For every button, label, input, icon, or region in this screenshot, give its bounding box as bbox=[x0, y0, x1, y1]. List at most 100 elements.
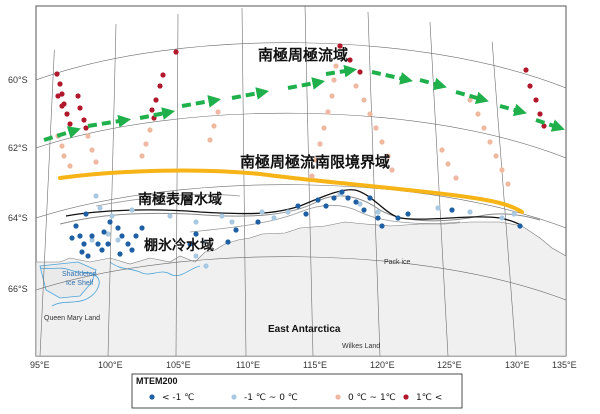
station-dot bbox=[157, 83, 163, 89]
wilkes-land-label: Wilkes Land bbox=[342, 343, 380, 350]
station-dot bbox=[315, 197, 321, 203]
station-dot bbox=[317, 141, 323, 147]
station-dot bbox=[215, 109, 221, 115]
lat-label: 66°S bbox=[8, 284, 28, 294]
station-dot bbox=[435, 205, 441, 211]
station-dot bbox=[449, 207, 455, 213]
station-dot bbox=[347, 57, 353, 63]
legend-box bbox=[131, 373, 463, 409]
acc-arrow bbox=[87, 114, 132, 128]
station-dot bbox=[187, 241, 193, 247]
station-dot bbox=[527, 83, 533, 89]
lon-label: 100°E bbox=[98, 360, 123, 370]
station-dot bbox=[499, 215, 505, 221]
station-dot bbox=[379, 139, 385, 145]
station-dot bbox=[303, 211, 309, 217]
lat-label: 64°S bbox=[8, 213, 28, 223]
station-dot bbox=[517, 223, 523, 229]
station-dot bbox=[337, 43, 343, 49]
station-dot bbox=[331, 77, 337, 83]
station-dot bbox=[331, 195, 337, 201]
station-dot bbox=[379, 223, 385, 229]
station-dot bbox=[77, 105, 83, 111]
station-dot bbox=[59, 143, 65, 149]
shackleton-label: Shackleton Ice Shelf bbox=[62, 271, 99, 287]
acc-arrow bbox=[535, 118, 565, 132]
station-dot bbox=[115, 225, 121, 231]
station-dot bbox=[160, 72, 166, 78]
station-dot bbox=[193, 219, 199, 225]
station-dot bbox=[125, 241, 131, 247]
station-dot bbox=[345, 195, 351, 201]
station-dot bbox=[109, 213, 115, 219]
station-dot bbox=[295, 203, 301, 209]
station-dot bbox=[75, 93, 81, 99]
station-dot bbox=[59, 91, 65, 97]
saccf-boundary bbox=[58, 168, 524, 214]
station-dot bbox=[373, 125, 379, 131]
east-antarctica-label: East Antarctica bbox=[268, 324, 341, 335]
legend-label: 1℃ < bbox=[416, 393, 442, 403]
lat-label: 62°S bbox=[8, 143, 28, 153]
station-dot bbox=[375, 209, 381, 215]
station-dot bbox=[511, 211, 517, 217]
station-dot bbox=[173, 49, 179, 55]
legend-title: MTEM200 bbox=[136, 376, 178, 386]
station-dot bbox=[453, 175, 459, 181]
station-dot bbox=[193, 231, 199, 237]
station-dot bbox=[89, 237, 95, 243]
acc-arrow bbox=[419, 77, 447, 91]
queen-mary-land-label: Queen Mary Land bbox=[44, 315, 100, 322]
station-dot bbox=[233, 227, 239, 233]
station-dot bbox=[499, 167, 505, 173]
station-dot bbox=[139, 153, 145, 159]
acc-arrow bbox=[499, 103, 527, 117]
acc-arrow bbox=[181, 95, 222, 108]
station-dot bbox=[67, 121, 73, 127]
legend-swatch bbox=[403, 394, 409, 400]
acc-arrow bbox=[287, 77, 326, 90]
parallel-lines bbox=[36, 42, 566, 301]
station-dot bbox=[259, 209, 265, 215]
station-dot bbox=[533, 97, 539, 103]
station-dot bbox=[83, 125, 89, 131]
sea-ice-edge-2 bbox=[189, 204, 461, 233]
station-dot bbox=[105, 241, 111, 247]
station-dot bbox=[405, 211, 411, 217]
station-dot bbox=[541, 123, 547, 129]
acc-arrow bbox=[371, 70, 413, 85]
lon-label: 135°E bbox=[552, 360, 577, 370]
station-dot bbox=[81, 241, 87, 247]
legend: MTEM200 < -1 ℃ -1 ℃ ~ 0 ℃ 0 ℃ ~ 1℃ 1℃ < bbox=[131, 373, 463, 409]
station-dot bbox=[375, 215, 381, 221]
acc-arrow bbox=[139, 107, 176, 120]
station-dot bbox=[309, 173, 315, 179]
station-dot bbox=[523, 67, 529, 73]
lon-label: 130°E bbox=[505, 360, 530, 370]
acc-arrow bbox=[325, 64, 358, 78]
station-dot bbox=[439, 147, 445, 153]
station-dot bbox=[229, 219, 235, 225]
station-dot bbox=[73, 223, 79, 229]
lon-label: 110°E bbox=[236, 360, 260, 370]
latitude-labels: 60°S 62°S 64°S 66°S bbox=[8, 75, 28, 294]
station-dot bbox=[493, 153, 499, 159]
station-dot bbox=[107, 219, 113, 225]
station-dot bbox=[119, 233, 125, 239]
shackleton-line-2: Ice Shelf bbox=[66, 280, 93, 287]
station-dot bbox=[89, 233, 95, 239]
acc-arrow bbox=[43, 126, 81, 142]
station-dot bbox=[323, 203, 329, 209]
station-dot bbox=[353, 83, 359, 89]
coastline bbox=[39, 261, 201, 307]
station-dot bbox=[99, 247, 105, 253]
zone-saccf-label: 南極周極流南限境界域 bbox=[240, 153, 390, 171]
station-dot bbox=[329, 93, 335, 99]
station-dot bbox=[85, 133, 91, 139]
station-dot bbox=[153, 97, 159, 103]
station-dot bbox=[95, 241, 101, 247]
station-dot bbox=[149, 107, 155, 113]
station-dot bbox=[333, 63, 339, 69]
station-dot bbox=[89, 147, 95, 153]
